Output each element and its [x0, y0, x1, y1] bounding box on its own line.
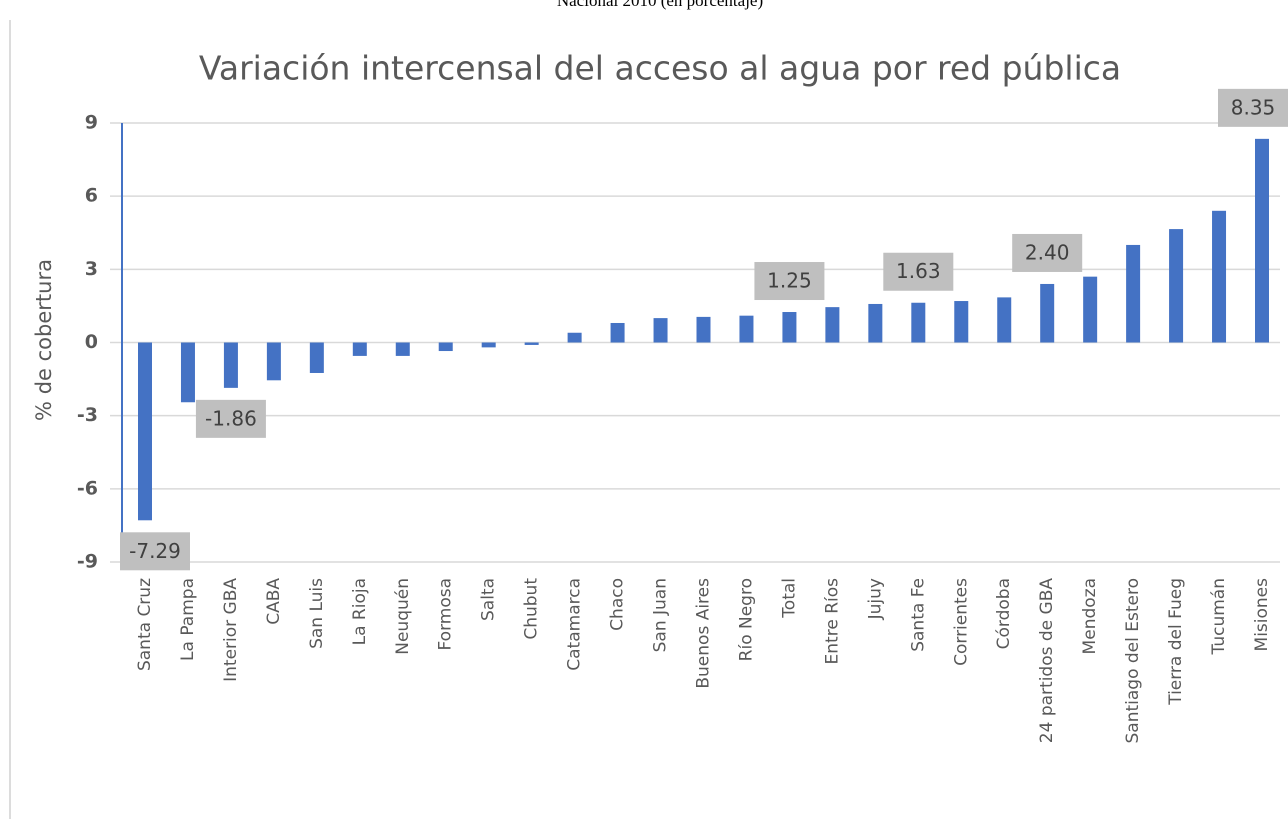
bar	[352, 342, 367, 356]
bar	[911, 302, 926, 343]
data-label-box	[120, 532, 190, 571]
y-tick-label: -6	[77, 477, 98, 499]
y-tick-label: 0	[85, 331, 98, 353]
x-tick-label: Buenos Aires	[694, 578, 714, 689]
x-tick-label: Río Negro	[736, 578, 756, 661]
bar	[997, 297, 1012, 343]
bar	[739, 315, 754, 343]
bar	[567, 332, 582, 343]
bar	[438, 342, 453, 352]
y-tick-label: 6	[85, 185, 98, 207]
y-tick-label: -9	[77, 551, 98, 573]
bar	[696, 316, 711, 343]
x-tick-label: CABA	[264, 578, 284, 625]
bar	[223, 342, 238, 388]
bar	[653, 318, 668, 343]
x-tick-label: Misiones	[1252, 578, 1272, 652]
bar	[1255, 138, 1269, 343]
bar	[825, 307, 840, 343]
x-tick-label: 24 partidos de GBA	[1037, 578, 1057, 744]
chart-title: Variación intercensal del acceso al agua…	[199, 49, 1121, 88]
bar	[954, 301, 969, 343]
bar	[610, 322, 625, 343]
bar	[180, 342, 195, 403]
data-label: 1.63	[896, 259, 941, 283]
bar	[138, 342, 152, 521]
data-label-box	[1012, 233, 1083, 272]
x-tick-label: San Juan	[651, 578, 671, 652]
bar	[524, 342, 539, 345]
data-label: 2.40	[1025, 240, 1070, 264]
bar	[1212, 210, 1227, 343]
x-tick-label: Formosa	[436, 578, 456, 651]
y-tick-label: -3	[77, 404, 98, 426]
data-label-box	[1218, 88, 1288, 127]
bar	[481, 342, 496, 348]
x-tick-label: Chaco	[608, 578, 628, 631]
data-label-box	[883, 252, 954, 291]
x-tick-label: La Rioja	[350, 578, 370, 645]
x-tick-label: Total	[779, 578, 799, 619]
data-label-box	[754, 262, 825, 301]
x-tick-label: Corrientes	[951, 578, 971, 666]
x-tick-label: Santiago del Estero	[1123, 578, 1143, 744]
x-tick-label: Córdoba	[994, 578, 1014, 649]
data-label: 1.25	[767, 269, 812, 293]
bar	[868, 303, 883, 343]
data-label: 8.35	[1231, 95, 1276, 119]
x-tick-label: Interior GBA	[221, 578, 241, 682]
x-tick-label: Mendoza	[1080, 578, 1100, 654]
caption: Nacional 2010 (en porcentaje)	[557, 0, 763, 10]
y-axis-label: % de cobertura	[32, 259, 56, 421]
x-tick-label: San Luis	[307, 578, 327, 649]
bar	[266, 342, 281, 381]
bar	[395, 342, 410, 356]
data-label-box	[195, 399, 266, 438]
x-tick-label: Neuquén	[393, 578, 413, 655]
bar	[309, 342, 324, 373]
y-tick-label: 3	[85, 258, 98, 280]
x-tick-label: Catamarca	[565, 578, 585, 671]
data-label: -1.86	[205, 406, 257, 430]
x-tick-label: Tucumán	[1209, 578, 1229, 655]
y-tick-label: 9	[85, 112, 98, 134]
x-tick-label: Chubut	[522, 578, 542, 640]
x-tick-label: Salta	[479, 578, 499, 621]
x-tick-label: Santa Fe	[908, 578, 928, 652]
bar	[1126, 244, 1141, 343]
x-tick-label: Entre Ríos	[822, 578, 842, 665]
x-tick-label: La Pampa	[178, 578, 198, 661]
data-label: -7.29	[129, 539, 181, 563]
x-tick-label: Jujuy	[865, 578, 885, 620]
bar	[1083, 276, 1098, 343]
bar	[1040, 283, 1055, 343]
bar	[782, 312, 797, 343]
bar	[1169, 229, 1184, 343]
x-tick-label: Tierra del Fueg	[1166, 578, 1186, 706]
x-tick-label: Santa Cruz	[135, 578, 155, 671]
